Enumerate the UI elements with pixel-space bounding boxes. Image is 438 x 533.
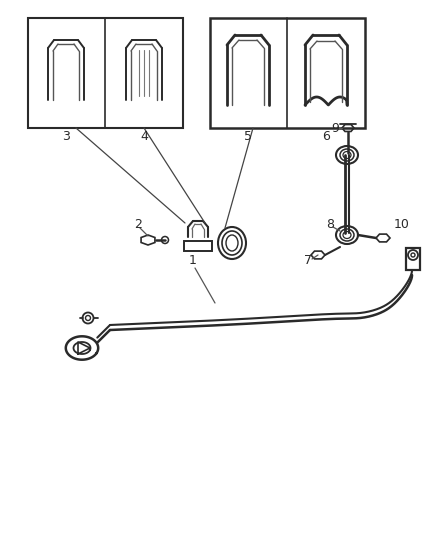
Bar [406,248,420,270]
Text: 3: 3 [62,130,70,142]
Text: 5: 5 [244,130,252,142]
Text: 8: 8 [326,219,334,231]
Bar [28,18,183,128]
Text: 9: 9 [331,122,339,134]
Text: 10: 10 [394,219,410,231]
Text: 4: 4 [140,130,148,142]
Bar [210,18,365,128]
Text: 6: 6 [322,130,330,142]
Bar [184,241,212,251]
Text: 7: 7 [304,254,312,268]
Text: 2: 2 [134,219,142,231]
Text: 1: 1 [189,254,197,268]
